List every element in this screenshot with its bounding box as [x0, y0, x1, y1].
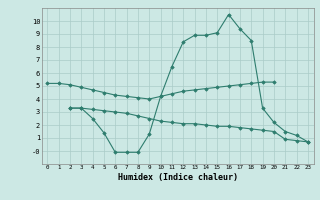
X-axis label: Humidex (Indice chaleur): Humidex (Indice chaleur) [118, 173, 237, 182]
